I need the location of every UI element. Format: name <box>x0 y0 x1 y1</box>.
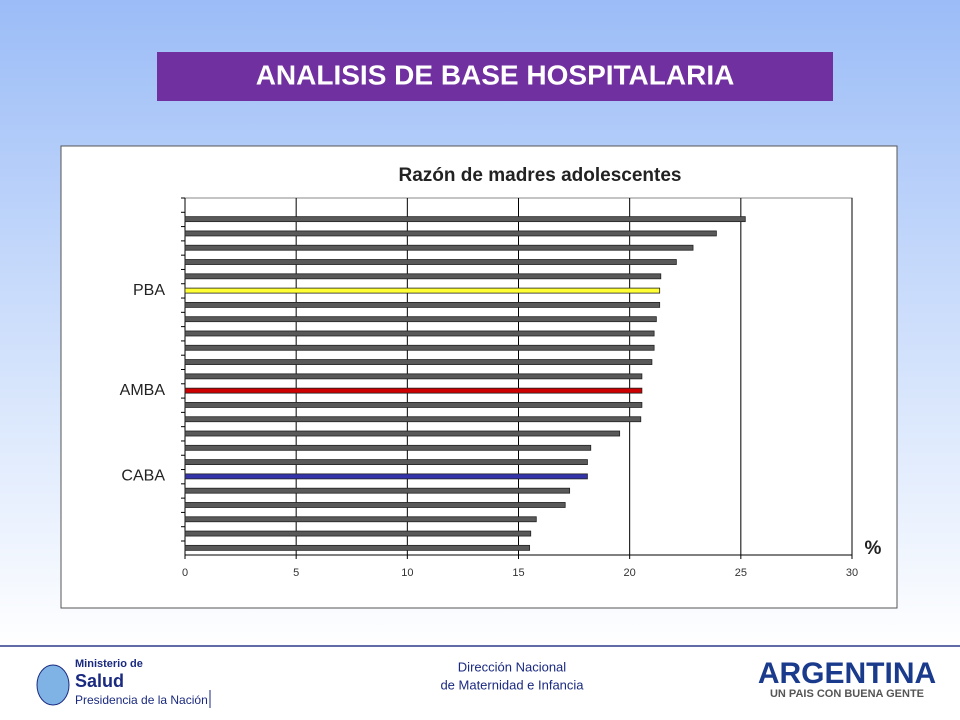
logo-text: ARGENTINA <box>758 657 936 690</box>
bar <box>184 387 643 394</box>
y-tick-label: AMBA <box>120 382 166 399</box>
footer-text: Dirección Nacional <box>458 659 566 674</box>
bar <box>184 301 661 308</box>
title-banner <box>157 52 833 101</box>
bar <box>184 287 661 294</box>
bar <box>184 430 621 437</box>
unit-label: % <box>865 538 882 559</box>
y-tick-label: PBA <box>133 282 165 299</box>
bar <box>184 230 717 237</box>
x-tick-label: 5 <box>293 567 299 579</box>
bar <box>184 459 588 466</box>
bar <box>184 359 653 365</box>
bar <box>184 473 588 480</box>
logo-text: UN PAIS CON BUENA GENTE <box>770 688 924 700</box>
bar <box>184 316 657 323</box>
logo-text: Ministerio de <box>75 658 143 670</box>
bar <box>184 273 662 280</box>
bar <box>184 544 531 551</box>
x-tick-label: 20 <box>624 567 636 579</box>
bar <box>184 402 643 408</box>
x-tick-label: 10 <box>401 567 413 579</box>
x-tick-label: 15 <box>512 567 524 579</box>
bar <box>184 244 694 251</box>
bar <box>184 487 571 494</box>
slide-title: ANALISIS DE BASE HOSPITALARIA <box>256 59 735 90</box>
bar <box>184 502 566 508</box>
bar <box>184 259 677 265</box>
bar <box>184 344 655 351</box>
chart-title: Razón de madres adolescentes <box>399 165 682 186</box>
logo-text: Presidencia de la Nación <box>75 693 208 707</box>
bar <box>184 373 643 380</box>
bar <box>184 416 642 423</box>
x-tick-label: 30 <box>846 567 858 579</box>
logo-text: Salud <box>75 671 124 691</box>
bar <box>184 516 537 523</box>
x-tick-label: 0 <box>182 567 188 579</box>
bar <box>184 444 592 451</box>
bar <box>184 216 746 223</box>
bar <box>184 530 532 537</box>
bar <box>184 330 655 337</box>
emblem <box>36 664 70 706</box>
footer-text: de Maternidad e Infancia <box>440 677 584 692</box>
y-tick-label: CABA <box>121 468 165 485</box>
x-tick-label: 25 <box>735 567 747 579</box>
logo-left: Ministerio de Salud Presidencia de la Na… <box>36 658 211 708</box>
